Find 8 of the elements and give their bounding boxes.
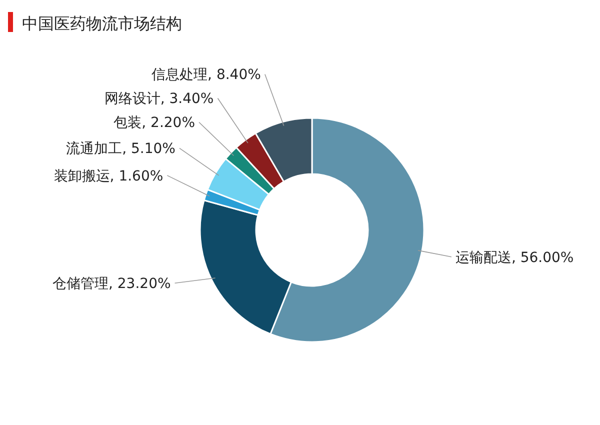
slice-label: 仓储管理, 23.20% (52, 276, 171, 292)
slice-label: 网络设计, 3.40% (104, 91, 214, 108)
slice-label: 包装, 2.20% (114, 115, 196, 132)
chart-title: 中国医药物流市场结构 (22, 14, 182, 33)
slice-label: 装卸搬运, 1.60% (54, 168, 164, 184)
slice-label: 信息处理, 8.40% (152, 67, 261, 84)
slice-label: 流通加工, 5.10% (66, 141, 176, 158)
slice-label: 运输配送, 56.00% (455, 250, 574, 266)
